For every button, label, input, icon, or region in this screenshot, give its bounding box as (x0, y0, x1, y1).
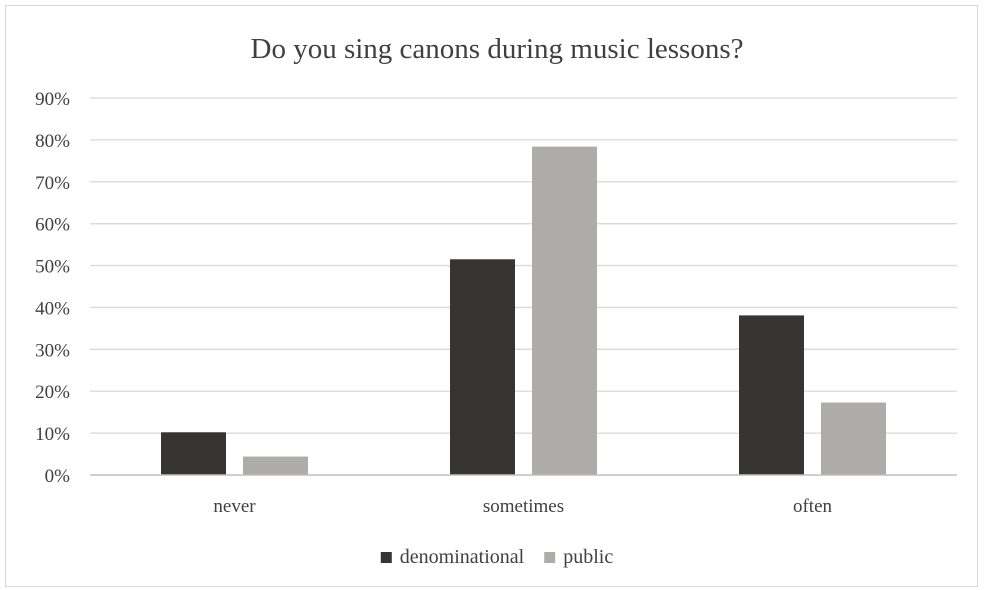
bar-public-sometimes (532, 146, 597, 475)
bar-denominational-sometimes (450, 259, 515, 475)
x-tick-label: never (213, 496, 256, 517)
x-tick-label: often (793, 496, 833, 517)
legend-swatch-denominational (380, 552, 392, 563)
legend: denominational public (380, 546, 613, 568)
x-axis-ticks: never sometimes often (213, 496, 832, 517)
legend-label-public: public (563, 546, 613, 568)
y-tick-label: 40% (35, 298, 70, 319)
y-tick-label: 20% (35, 382, 70, 403)
bar-public-never (243, 456, 308, 475)
y-axis-ticks: 0% 10% 20% 30% 40% 50% 60% 70% 80% 90% (35, 89, 70, 487)
chart-title: Do you sing canons during music lessons? (251, 33, 744, 65)
bars (161, 146, 886, 475)
y-tick-label: 50% (35, 257, 70, 278)
y-tick-label: 10% (35, 424, 70, 445)
x-tick-label: sometimes (483, 496, 564, 517)
bar-denominational-often (739, 315, 804, 475)
bar-public-often (821, 402, 886, 475)
y-tick-label: 60% (35, 215, 70, 236)
legend-swatch-public (544, 552, 556, 563)
bar-denominational-never (161, 432, 226, 475)
y-tick-label: 70% (35, 173, 70, 194)
y-tick-label: 80% (35, 131, 70, 152)
y-tick-label: 90% (35, 89, 70, 110)
gridlines (90, 97, 957, 434)
legend-label-denominational: denominational (400, 546, 525, 568)
y-tick-label: 30% (35, 340, 70, 361)
y-tick-label: 0% (45, 466, 71, 487)
